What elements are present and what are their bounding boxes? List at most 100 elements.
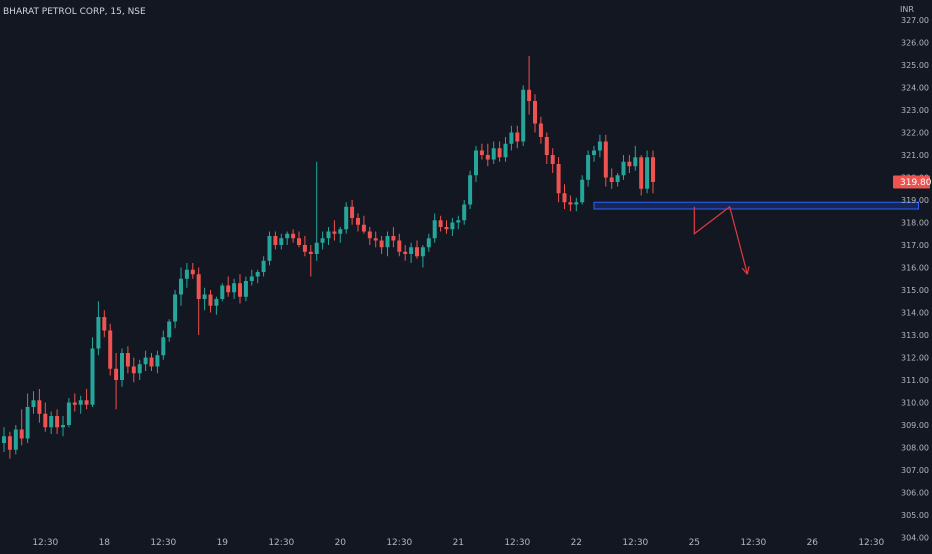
candle-body — [415, 247, 419, 257]
candle-body — [609, 177, 614, 182]
candle-body — [438, 220, 443, 227]
candle — [25, 393, 30, 443]
price-tick-label: 313.00 — [901, 331, 929, 340]
price-tick-label: 304.00 — [901, 534, 929, 543]
candle — [167, 319, 172, 342]
candle-body — [320, 238, 325, 243]
price-tick-label: 308.00 — [901, 444, 929, 453]
candle-body — [550, 155, 555, 164]
candle-body — [586, 155, 591, 180]
candle — [332, 220, 337, 241]
candle — [291, 229, 296, 243]
time-tick-label: 12:30 — [150, 538, 176, 548]
candle — [651, 150, 655, 194]
current-price-tag — [893, 175, 930, 189]
candle — [214, 296, 219, 315]
candle-body — [61, 425, 65, 428]
candle — [574, 197, 579, 212]
candle-body — [468, 175, 473, 205]
arrow-head — [741, 267, 748, 275]
time-axis[interactable]: 12:30 18 12:30 19 12:30 20 12:30 21 12:30 22 12:30… — [32, 538, 884, 548]
candle-body — [161, 337, 166, 356]
candle — [238, 274, 242, 304]
candle — [55, 409, 60, 434]
candle — [43, 402, 48, 432]
candle-body — [155, 355, 160, 367]
time-tick-label: 19 — [217, 538, 229, 548]
candle — [273, 231, 278, 250]
candle-body — [13, 429, 18, 450]
candle-body — [78, 400, 83, 405]
candle-body — [314, 242, 319, 254]
candle — [61, 416, 65, 437]
candle — [302, 236, 307, 257]
candle-body — [243, 281, 248, 297]
candle-body — [291, 233, 296, 239]
candle-body — [49, 416, 54, 428]
candle — [84, 389, 89, 410]
candle — [621, 155, 626, 180]
candle — [361, 215, 366, 234]
time-tick-label: 12:30 — [622, 538, 648, 548]
price-tick-label: 314.00 — [901, 309, 929, 318]
candle — [149, 353, 154, 371]
candle — [137, 359, 142, 380]
candle-body — [302, 245, 307, 252]
candle — [533, 94, 537, 133]
candle-body — [326, 231, 331, 239]
candle — [603, 134, 608, 187]
candle-body — [385, 236, 390, 248]
current-price-label: 319.80 — [900, 178, 932, 188]
candle — [249, 269, 254, 286]
candle — [544, 132, 549, 164]
time-tick-label: 20 — [335, 538, 347, 548]
candle — [527, 56, 532, 115]
price-tick-label: 312.00 — [901, 354, 929, 363]
candle-body — [102, 317, 107, 331]
candle — [462, 200, 467, 225]
candle — [125, 346, 130, 374]
candle — [474, 146, 478, 182]
candle — [503, 137, 508, 162]
candle-body — [226, 285, 231, 293]
price-tick-label: 309.00 — [901, 421, 929, 430]
candle — [37, 389, 42, 423]
candle — [515, 125, 520, 149]
candle-body — [332, 231, 337, 234]
candle — [190, 263, 195, 279]
time-tick-label: 12:30 — [386, 538, 412, 548]
candle-body — [220, 285, 225, 299]
candle-body — [373, 238, 378, 241]
time-tick-label: 22 — [571, 538, 582, 548]
candle-body — [55, 416, 60, 428]
candle — [509, 125, 514, 151]
candle-body — [261, 260, 266, 272]
candle — [13, 425, 18, 455]
candle-body — [149, 357, 154, 367]
candle-body — [202, 294, 207, 299]
candle — [232, 278, 237, 299]
candle-body — [503, 143, 508, 158]
candle — [114, 353, 119, 410]
candle-body — [509, 132, 514, 144]
candle-body — [603, 141, 608, 178]
candle-body — [167, 321, 172, 338]
candle-body — [497, 148, 502, 158]
candles-layer — [2, 56, 655, 459]
candle-body — [350, 206, 355, 218]
candle — [220, 283, 225, 302]
candle-body — [72, 402, 77, 405]
candle-body — [397, 240, 402, 252]
candle — [285, 231, 290, 245]
candle-body — [462, 204, 467, 221]
candle-body — [196, 274, 201, 299]
projection-path — [693, 205, 748, 275]
candle-body — [568, 202, 573, 205]
candle — [202, 287, 207, 311]
candle-body — [615, 175, 620, 182]
candle-body — [238, 283, 242, 297]
candle — [409, 242, 414, 263]
